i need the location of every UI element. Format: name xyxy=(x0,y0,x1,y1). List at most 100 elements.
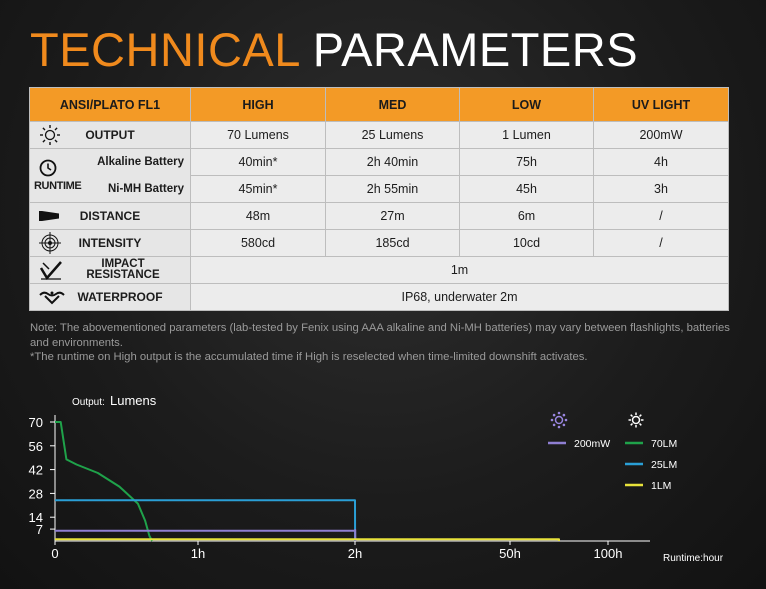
intensity-med: 185cd xyxy=(325,229,460,257)
uv-core xyxy=(554,415,564,425)
impact-label-wrap: IMPACT RESISTANCE xyxy=(30,258,190,281)
waterproof-label: WATERPROOF xyxy=(77,290,163,304)
y-tick-label: 14 xyxy=(29,510,43,525)
runtime-label-cell: RUNTIME Alkaline Battery Ni-MH Battery xyxy=(29,148,191,203)
intensity-low: 10cd xyxy=(459,229,594,257)
note-2: *The runtime on High output is the accum… xyxy=(30,351,588,363)
row-waterproof: WATERPROOF IP68, underwater 2m xyxy=(29,283,729,311)
note-1: Note: The abovementioned parameters (lab… xyxy=(30,322,730,349)
header-low: LOW xyxy=(459,87,594,122)
intensity-label-cell: INTENSITY xyxy=(29,229,191,257)
impact-label-line1: IMPACT xyxy=(101,258,145,270)
nimh-med: 2h 55min xyxy=(325,175,460,203)
intensity-label: INTENSITY xyxy=(78,236,142,250)
uv-dot xyxy=(557,411,561,415)
uv-dot xyxy=(550,418,554,422)
nimh-low: 45h xyxy=(459,175,594,203)
runtime-label: RUNTIME xyxy=(34,180,82,192)
distance-med: 27m xyxy=(325,202,460,230)
series-line-25LM xyxy=(55,499,357,542)
nimh-high: 45min* xyxy=(190,175,326,203)
sun-icon xyxy=(39,124,61,146)
sun-icon xyxy=(628,412,644,428)
sun-ray xyxy=(638,422,642,426)
uv-dot xyxy=(557,425,561,429)
row-runtime-nimh: 45min* 2h 55min 45h 3h xyxy=(30,175,729,203)
uv-dot xyxy=(552,423,556,427)
row-runtime-alkaline: RUNTIME Alkaline Battery Ni-MH Battery 4… xyxy=(29,148,729,203)
distance-label-cell: DISTANCE xyxy=(29,202,191,230)
output-med: 25 Lumens xyxy=(325,121,460,149)
y-axis-label: Lumens xyxy=(110,393,157,408)
y-tick-label: 42 xyxy=(29,463,43,478)
x-tick-label: 2h xyxy=(348,546,362,561)
y-tick-label: 70 xyxy=(29,415,43,430)
output-label-cell: OUTPUT xyxy=(29,121,191,149)
y-tick-label: 28 xyxy=(29,486,43,501)
nimh-uv: 3h xyxy=(593,175,729,203)
target-intensity-icon xyxy=(39,232,61,254)
y-tick-label: 7 xyxy=(36,522,43,537)
x-axis-label: Runtime:hour xyxy=(663,553,724,564)
x-tick-label: 50h xyxy=(499,546,521,561)
header-ansi: ANSI/PLATO FL1 xyxy=(29,87,191,122)
sun-ray xyxy=(638,414,642,418)
runtime-chart: Output: Lumens 714 28 42 56 70 0 1h 2h 50h 100h Runt… xyxy=(29,393,724,564)
waterproof-icon xyxy=(39,289,65,305)
alkaline-low: 75h xyxy=(459,148,594,176)
uv-dot xyxy=(562,413,566,417)
y-tick-label: 56 xyxy=(29,439,43,454)
clock-icon xyxy=(39,159,57,177)
y-axis-label-prefix: Output: xyxy=(72,397,105,408)
title-parameters: PARAMETERS xyxy=(312,23,639,76)
header-med: MED xyxy=(325,87,460,122)
chart-series xyxy=(55,421,560,542)
parameters-table: ANSI/PLATO FL1 HIGH MED LOW UV LIGHT OUT… xyxy=(29,87,729,311)
nimh-label: Ni-MH Battery xyxy=(107,182,184,195)
row-output: OUTPUT 70 Lumens 25 Lumens 1 Lumen 200mW xyxy=(29,121,729,149)
notes: Note: The abovementioned parameters (lab… xyxy=(30,321,742,365)
legend-label-70LM: 70LM xyxy=(651,438,677,450)
impact-label-cell: IMPACT RESISTANCE xyxy=(29,256,191,284)
series-line-200mW xyxy=(55,528,357,542)
chart-axes: Output: Lumens 714 28 42 56 70 0 1h 2h 50h 100h Runt… xyxy=(29,393,724,564)
legend-label-1LM: 1LM xyxy=(651,480,671,492)
uv-dot xyxy=(564,418,568,422)
header-high: HIGH xyxy=(190,87,326,122)
row-intensity: INTENSITY 580cd 185cd 10cd / xyxy=(29,229,729,257)
x-tick-label: 0 xyxy=(51,546,58,561)
alkaline-label: Alkaline Battery xyxy=(97,156,184,169)
uv-dot xyxy=(552,413,556,417)
series-line-1LM xyxy=(55,538,560,541)
x-tick-label: 1h xyxy=(191,546,205,561)
waterproof-value: IP68, underwater 2m xyxy=(190,283,729,311)
title-technical: TECHNICAL xyxy=(30,23,300,76)
legend-label-25LM: 25LM xyxy=(651,459,677,471)
sun-core xyxy=(631,415,641,425)
uv-dot xyxy=(562,423,566,427)
uv-light-icon xyxy=(550,411,568,429)
impact-value: 1m xyxy=(190,256,729,284)
alkaline-med: 2h 40min xyxy=(325,148,460,176)
header-uv-light: UV LIGHT xyxy=(593,87,729,122)
distance-label: DISTANCE xyxy=(79,209,141,223)
intensity-uv: / xyxy=(593,229,729,257)
table-header-row: ANSI/PLATO FL1 HIGH MED LOW UV LIGHT xyxy=(29,87,729,122)
impact-label-line2: RESISTANCE xyxy=(86,269,160,281)
output-low: 1 Lumen xyxy=(459,121,594,149)
legend-label-200mW: 200mW xyxy=(574,438,610,450)
output-label: OUTPUT xyxy=(85,128,135,142)
output-uv: 200mW xyxy=(593,121,729,149)
alkaline-high: 40min* xyxy=(190,148,326,176)
impact-icon xyxy=(39,260,63,280)
chart-legend: 200mW 70LM 25LM 1LM xyxy=(548,411,677,492)
row-impact: IMPACT RESISTANCE 1m xyxy=(29,256,729,284)
distance-uv: / xyxy=(593,202,729,230)
alkaline-uv: 4h xyxy=(593,148,729,176)
sun-ray xyxy=(630,414,634,418)
sun-ray xyxy=(630,422,634,426)
distance-low: 6m xyxy=(459,202,594,230)
intensity-high: 580cd xyxy=(190,229,326,257)
beam-distance-icon xyxy=(39,209,61,223)
distance-high: 48m xyxy=(190,202,326,230)
